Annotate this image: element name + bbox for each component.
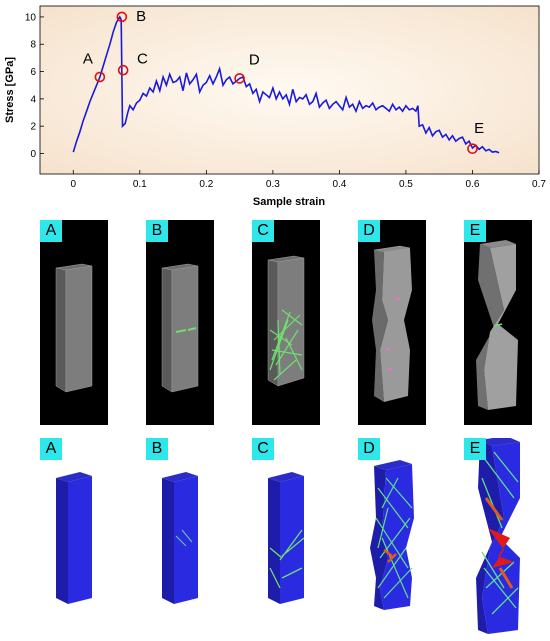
snapshot-panel-e: E xyxy=(464,220,532,425)
marker-label-e: E xyxy=(474,120,484,137)
x-tick-label: 0.6 xyxy=(466,179,480,190)
marker-e xyxy=(467,143,478,155)
snapshot-panel-d: D xyxy=(358,220,426,425)
render-label-c: C xyxy=(252,438,274,460)
x-tick-label: 0 xyxy=(70,179,76,190)
x-tick-label: 0.7 xyxy=(532,179,546,190)
marker-label-a: A xyxy=(83,50,93,67)
marker-a xyxy=(94,71,106,83)
panel-label-c: C xyxy=(252,220,274,242)
stress-strain-curve xyxy=(72,15,500,154)
y-tick-label: 8 xyxy=(30,40,36,51)
render-panel-d: D xyxy=(358,438,426,638)
x-tick-label: 0.1 xyxy=(133,179,147,190)
y-tick-label: 6 xyxy=(30,67,36,78)
render-label-a: A xyxy=(40,438,62,460)
y-axis-label: Stress [GPa] xyxy=(4,57,16,123)
panel-label-b: B xyxy=(146,220,168,242)
marker-c xyxy=(117,64,129,76)
render-label-d: D xyxy=(358,438,380,460)
marker-label-c: C xyxy=(137,50,148,67)
render-panel-e: E xyxy=(464,438,532,638)
x-tick-label: 0.3 xyxy=(266,179,280,190)
y-tick-label: 10 xyxy=(25,12,37,23)
y-tick-label: 0 xyxy=(30,149,36,160)
panel-label-a: A xyxy=(40,220,62,242)
marker-label-d: D xyxy=(249,52,260,69)
x-tick-label: 0.2 xyxy=(199,179,213,190)
snapshot-panel-b: B xyxy=(146,220,214,425)
x-tick-label: 0.4 xyxy=(332,179,346,190)
render-panel-b: B xyxy=(146,438,214,638)
render-panel-a: A xyxy=(40,438,108,638)
marker-d xyxy=(234,73,245,84)
y-tick-label: 2 xyxy=(30,122,36,133)
render-label-b: B xyxy=(146,438,168,460)
snapshot-panel-a: A xyxy=(40,220,108,425)
marker-b xyxy=(116,11,128,23)
marker-label-b: B xyxy=(136,8,146,25)
y-tick-label: 4 xyxy=(30,94,36,105)
render-label-e: E xyxy=(464,438,486,460)
x-tick-label: 0.5 xyxy=(399,179,413,190)
stress-strain-chart: 0 0.1 0.2 0.3 0.4 0.5 0.6 0.7 0 2 4 6 8 10 A B C D E Samp… xyxy=(4,5,546,208)
snapshot-panel-c: C xyxy=(252,220,320,425)
panel-label-d: D xyxy=(358,220,380,242)
render-panel-c: C xyxy=(252,438,320,638)
plot-area xyxy=(39,5,540,175)
x-axis-label: Sample strain xyxy=(253,196,325,208)
panel-label-e: E xyxy=(464,220,486,242)
